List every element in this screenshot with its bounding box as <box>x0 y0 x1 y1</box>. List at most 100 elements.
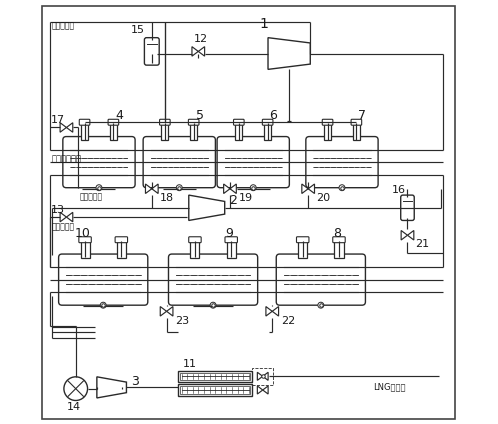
Bar <box>180 373 250 380</box>
Text: 2: 2 <box>229 193 237 206</box>
Bar <box>81 241 90 258</box>
Text: LNG至储罐: LNG至储罐 <box>373 382 405 391</box>
Polygon shape <box>60 212 66 222</box>
Polygon shape <box>192 47 198 56</box>
FancyBboxPatch shape <box>79 119 90 125</box>
Text: 23: 23 <box>175 316 189 326</box>
Bar <box>235 123 243 140</box>
Text: 16: 16 <box>392 185 406 195</box>
Bar <box>178 371 252 382</box>
Text: 13: 13 <box>50 205 64 215</box>
Text: 制冷剂乙烯: 制冷剂乙烯 <box>80 192 103 201</box>
Bar <box>81 123 88 140</box>
Polygon shape <box>224 184 230 193</box>
FancyBboxPatch shape <box>276 254 366 305</box>
Bar <box>190 241 200 258</box>
Bar <box>190 123 197 140</box>
Polygon shape <box>230 184 237 193</box>
Text: 11: 11 <box>182 359 196 368</box>
Polygon shape <box>66 212 73 222</box>
Bar <box>298 241 307 258</box>
FancyBboxPatch shape <box>234 119 244 125</box>
Text: 15: 15 <box>130 25 144 35</box>
Text: 17: 17 <box>50 115 65 125</box>
Polygon shape <box>160 307 167 316</box>
FancyBboxPatch shape <box>144 38 159 65</box>
Bar <box>252 368 273 385</box>
Text: 9: 9 <box>226 227 234 240</box>
Polygon shape <box>401 231 407 240</box>
FancyBboxPatch shape <box>188 119 199 125</box>
Polygon shape <box>145 184 152 193</box>
FancyBboxPatch shape <box>79 237 91 243</box>
Polygon shape <box>167 307 173 316</box>
Polygon shape <box>263 386 268 394</box>
FancyBboxPatch shape <box>108 119 119 125</box>
Text: 12: 12 <box>193 34 208 44</box>
FancyBboxPatch shape <box>401 195 414 220</box>
FancyBboxPatch shape <box>115 237 127 243</box>
Text: 4: 4 <box>116 109 123 122</box>
Text: 制冷剂丙烷: 制冷剂丙烷 <box>51 21 74 30</box>
Text: 10: 10 <box>74 227 90 240</box>
Text: 7: 7 <box>359 109 367 122</box>
FancyBboxPatch shape <box>351 119 362 125</box>
Polygon shape <box>257 386 263 394</box>
Text: 8: 8 <box>333 227 341 240</box>
Polygon shape <box>257 372 263 380</box>
Polygon shape <box>407 231 414 240</box>
Text: 21: 21 <box>415 239 429 249</box>
FancyBboxPatch shape <box>168 254 257 305</box>
FancyBboxPatch shape <box>59 254 148 305</box>
Text: 1: 1 <box>259 17 268 31</box>
Bar <box>353 123 360 140</box>
FancyBboxPatch shape <box>143 137 216 188</box>
Polygon shape <box>152 184 158 193</box>
FancyBboxPatch shape <box>262 119 273 125</box>
Text: 22: 22 <box>281 316 295 326</box>
Polygon shape <box>272 307 278 316</box>
Polygon shape <box>266 307 272 316</box>
Text: 18: 18 <box>160 192 174 203</box>
Text: 20: 20 <box>317 192 331 203</box>
FancyBboxPatch shape <box>306 137 378 188</box>
Bar <box>178 384 252 396</box>
Bar <box>335 241 344 258</box>
Text: 14: 14 <box>67 402 81 412</box>
FancyBboxPatch shape <box>333 237 345 243</box>
Bar <box>110 123 117 140</box>
Bar <box>180 386 250 393</box>
Circle shape <box>250 185 256 191</box>
FancyBboxPatch shape <box>217 137 289 188</box>
FancyBboxPatch shape <box>159 119 170 125</box>
Circle shape <box>176 185 182 191</box>
Circle shape <box>318 302 324 308</box>
FancyBboxPatch shape <box>63 137 135 188</box>
Bar <box>264 123 271 140</box>
Text: 6: 6 <box>269 109 277 122</box>
FancyBboxPatch shape <box>322 119 333 125</box>
Circle shape <box>339 185 345 191</box>
Circle shape <box>96 185 102 191</box>
Polygon shape <box>302 184 308 193</box>
Text: 5: 5 <box>196 109 204 122</box>
Polygon shape <box>60 123 66 132</box>
FancyBboxPatch shape <box>296 237 309 243</box>
FancyBboxPatch shape <box>189 237 201 243</box>
Text: 干净化天然气: 干净化天然气 <box>51 154 81 163</box>
FancyBboxPatch shape <box>225 237 238 243</box>
Circle shape <box>100 302 106 308</box>
Circle shape <box>210 302 216 308</box>
Text: 3: 3 <box>130 375 138 388</box>
Bar <box>227 241 236 258</box>
Bar <box>161 123 168 140</box>
Polygon shape <box>263 372 268 380</box>
Polygon shape <box>198 47 205 56</box>
Circle shape <box>64 377 88 401</box>
Polygon shape <box>308 184 315 193</box>
Polygon shape <box>66 123 73 132</box>
Bar <box>117 241 126 258</box>
Text: 配方制冷机: 配方制冷机 <box>51 222 74 231</box>
Bar <box>324 123 331 140</box>
Text: 19: 19 <box>239 192 252 203</box>
